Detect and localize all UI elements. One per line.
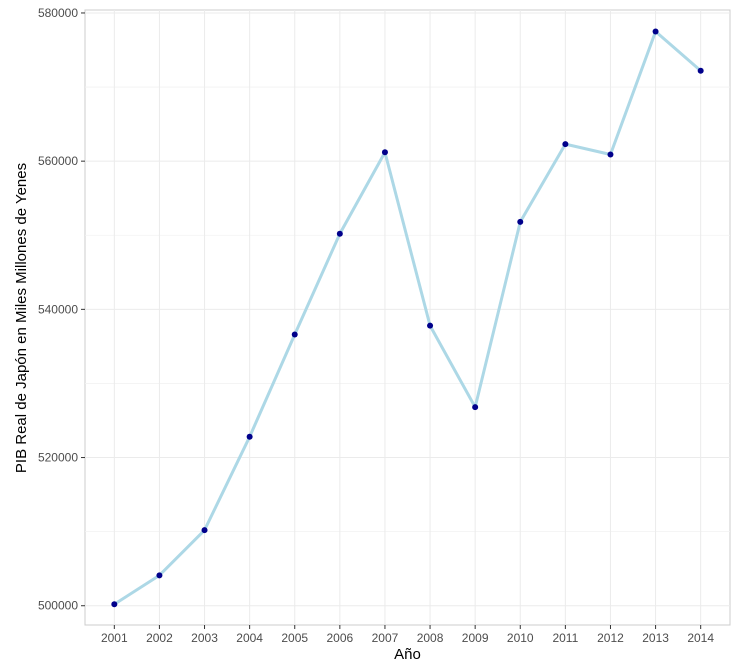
- x-tick-label: 2004: [236, 631, 263, 645]
- data-point: [381, 149, 388, 156]
- data-point: [652, 28, 659, 35]
- data-point: [201, 527, 208, 534]
- y-tick-label: 500000: [38, 599, 78, 613]
- x-tick-label: 2010: [507, 631, 534, 645]
- data-point: [472, 404, 479, 411]
- y-tick-label: 520000: [38, 451, 78, 465]
- x-tick-label: 2007: [372, 631, 399, 645]
- data-point: [517, 218, 524, 225]
- x-tick-label: 2005: [281, 631, 308, 645]
- x-axis-ticks: 2001 2002 2003 2004 2005 2006 2007 2008 2009 2010…: [101, 625, 714, 645]
- y-axis-title: PIB Real de Japón en Miles Millones de Y…: [13, 163, 30, 473]
- data-point: [427, 322, 434, 329]
- x-tick-label: 2013: [642, 631, 669, 645]
- y-axis-ticks: 500000 520000 540000 560000 580000: [38, 6, 85, 613]
- x-tick-label: 2011: [552, 631, 578, 645]
- x-tick-label: 2012: [597, 631, 624, 645]
- x-tick-label: 2002: [146, 631, 173, 645]
- x-tick-label: 2008: [417, 631, 444, 645]
- x-tick-label: 2001: [101, 631, 128, 645]
- data-point: [562, 141, 569, 148]
- data-point: [336, 230, 343, 237]
- series-line: [113, 29, 702, 606]
- y-tick-label: 580000: [38, 6, 78, 20]
- y-tick-label: 560000: [38, 154, 78, 168]
- x-tick-label: 2009: [462, 631, 489, 645]
- data-point: [607, 151, 614, 158]
- series-layer: [111, 28, 704, 608]
- major-gridlines: [85, 10, 730, 625]
- x-axis-title: Año: [394, 646, 421, 663]
- x-tick-label: 2006: [326, 631, 353, 645]
- data-point: [246, 433, 253, 440]
- y-tick-label: 540000: [38, 302, 78, 316]
- x-tick-label: 2014: [687, 631, 714, 645]
- data-point: [291, 331, 298, 338]
- data-point: [111, 601, 118, 608]
- data-point: [156, 572, 163, 579]
- x-tick-label: 2003: [191, 631, 218, 645]
- plot-panel: [84, 9, 731, 626]
- data-point: [697, 67, 704, 74]
